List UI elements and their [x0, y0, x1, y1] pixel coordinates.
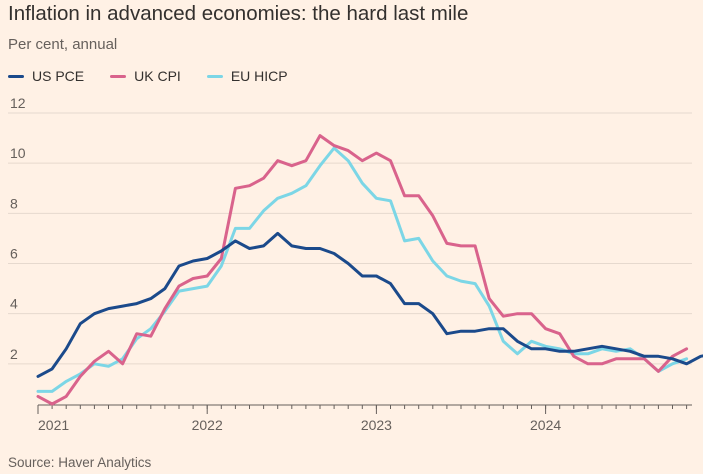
- legend-item-eu-hicp: EU HICP: [206, 68, 288, 84]
- x-tick-label-2024: 2024: [530, 417, 561, 433]
- legend-label-uk-cpi: UK CPI: [134, 68, 181, 84]
- legend-label-eu-hicp: EU HICP: [230, 68, 288, 84]
- legend-item-us-pce: US PCE: [8, 68, 84, 84]
- series-line-uk-cpi: [36, 134, 689, 406]
- chart-subtitle: Per cent, annual: [8, 36, 118, 53]
- x-tick-label-2023: 2023: [361, 417, 392, 433]
- legend-label-us-pce: US PCE: [32, 68, 85, 84]
- y-tick-label-10: 10: [10, 145, 26, 161]
- x-tick-label-2021: 2021: [38, 417, 69, 433]
- legend: US PCE UK CPI EU HICP: [8, 68, 314, 84]
- legend-swatch-us-pce: [8, 74, 24, 78]
- y-tick-label-2: 2: [10, 346, 18, 362]
- source-note: Source: Haver Analytics: [8, 455, 152, 470]
- y-tick-label-8: 8: [10, 195, 18, 211]
- y-tick-label-4: 4: [10, 296, 18, 312]
- series-line-eu-hicp: [36, 146, 689, 393]
- x-tick-label-2022: 2022: [192, 417, 223, 433]
- legend-swatch-uk-cpi: [110, 74, 127, 78]
- y-tick-label-6: 6: [10, 246, 18, 262]
- legend-swatch-eu-hicp: [206, 74, 223, 78]
- chart-title: Inflation in advanced economies: the har…: [8, 2, 469, 25]
- y-tick-label-12: 12: [10, 95, 26, 111]
- legend-item-uk-cpi: UK CPI: [110, 68, 181, 84]
- series-line-us-pce: [36, 231, 703, 378]
